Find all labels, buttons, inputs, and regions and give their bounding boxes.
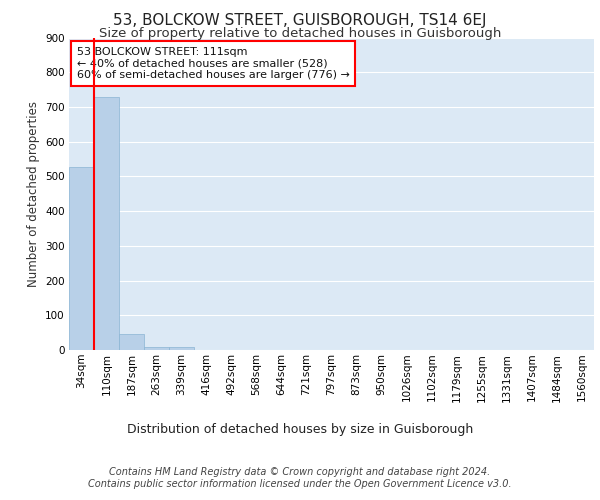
Text: Size of property relative to detached houses in Guisborough: Size of property relative to detached ho… (99, 28, 501, 40)
Text: Contains HM Land Registry data © Crown copyright and database right 2024.
Contai: Contains HM Land Registry data © Crown c… (88, 468, 512, 489)
Bar (119, 334, 144, 350)
Text: 53, BOLCKOW STREET, GUISBOROUGH, TS14 6EJ: 53, BOLCKOW STREET, GUISBOROUGH, TS14 6E… (113, 12, 487, 28)
Text: 53 BOLCKOW STREET: 111sqm
← 40% of detached houses are smaller (528)
60% of semi: 53 BOLCKOW STREET: 111sqm ← 40% of detac… (77, 47, 350, 80)
Y-axis label: Number of detached properties: Number of detached properties (26, 101, 40, 287)
Bar (94, 97, 119, 350)
Bar (69, 166, 94, 350)
Text: Distribution of detached houses by size in Guisborough: Distribution of detached houses by size … (127, 422, 473, 436)
Bar (144, 346, 169, 350)
Bar (169, 347, 194, 350)
